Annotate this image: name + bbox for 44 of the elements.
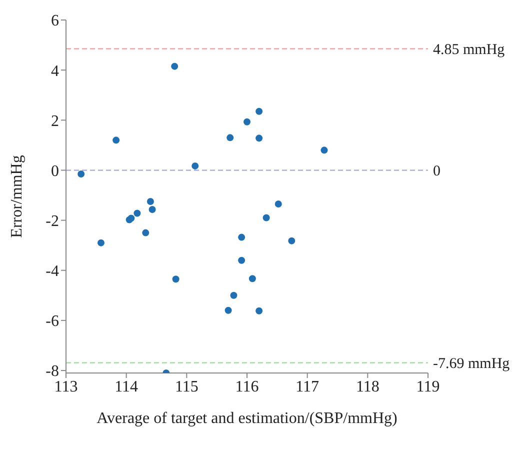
- x-axis-title: Average of target and estimation/(SBP/mmHg): [96, 410, 398, 427]
- point: [97, 239, 104, 246]
- point: [262, 214, 270, 222]
- point: [224, 306, 232, 314]
- ref-line-label: 4.85 mmHg: [433, 42, 506, 58]
- y-tick-label: 6: [51, 12, 59, 30]
- point: [112, 136, 120, 144]
- point: [230, 292, 238, 299]
- y-tick-label: -4: [46, 263, 59, 280]
- x-tick-label: 116: [235, 378, 259, 396]
- y-tick-label: -6: [46, 313, 59, 330]
- point: [226, 134, 234, 142]
- x-tick-label: 119: [416, 378, 440, 396]
- point: [320, 146, 328, 154]
- point: [134, 210, 141, 217]
- point: [192, 162, 199, 170]
- y-axis-title: Error/mmHg: [8, 155, 26, 238]
- point: [146, 198, 154, 206]
- point: [256, 134, 263, 142]
- point: [238, 256, 246, 264]
- y-tick-label: 2: [51, 112, 59, 130]
- y-tick-label: -8: [46, 363, 59, 380]
- point: [172, 276, 180, 283]
- point: [256, 307, 263, 314]
- x-tick-label: 113: [54, 378, 78, 396]
- point: [256, 108, 263, 115]
- point: [142, 229, 150, 236]
- point: [248, 275, 256, 282]
- ref-line-label: 0: [433, 164, 440, 180]
- x-tick-label: 114: [114, 378, 138, 396]
- y-tick-label: 4: [51, 62, 59, 80]
- x-tick-label: 118: [356, 378, 380, 396]
- ref-line-label: -7.69 mmHg: [433, 356, 510, 372]
- x-tick-label: 117: [296, 378, 320, 396]
- point: [288, 237, 296, 244]
- point: [78, 170, 85, 178]
- y-tick-label: 0: [51, 162, 59, 180]
- point: [171, 62, 178, 70]
- x-tick-label: 115: [174, 378, 198, 396]
- point: [238, 234, 246, 241]
- point: [148, 206, 156, 214]
- point: [274, 200, 282, 208]
- point: [244, 118, 250, 126]
- y-tick-label: -2: [46, 212, 59, 230]
